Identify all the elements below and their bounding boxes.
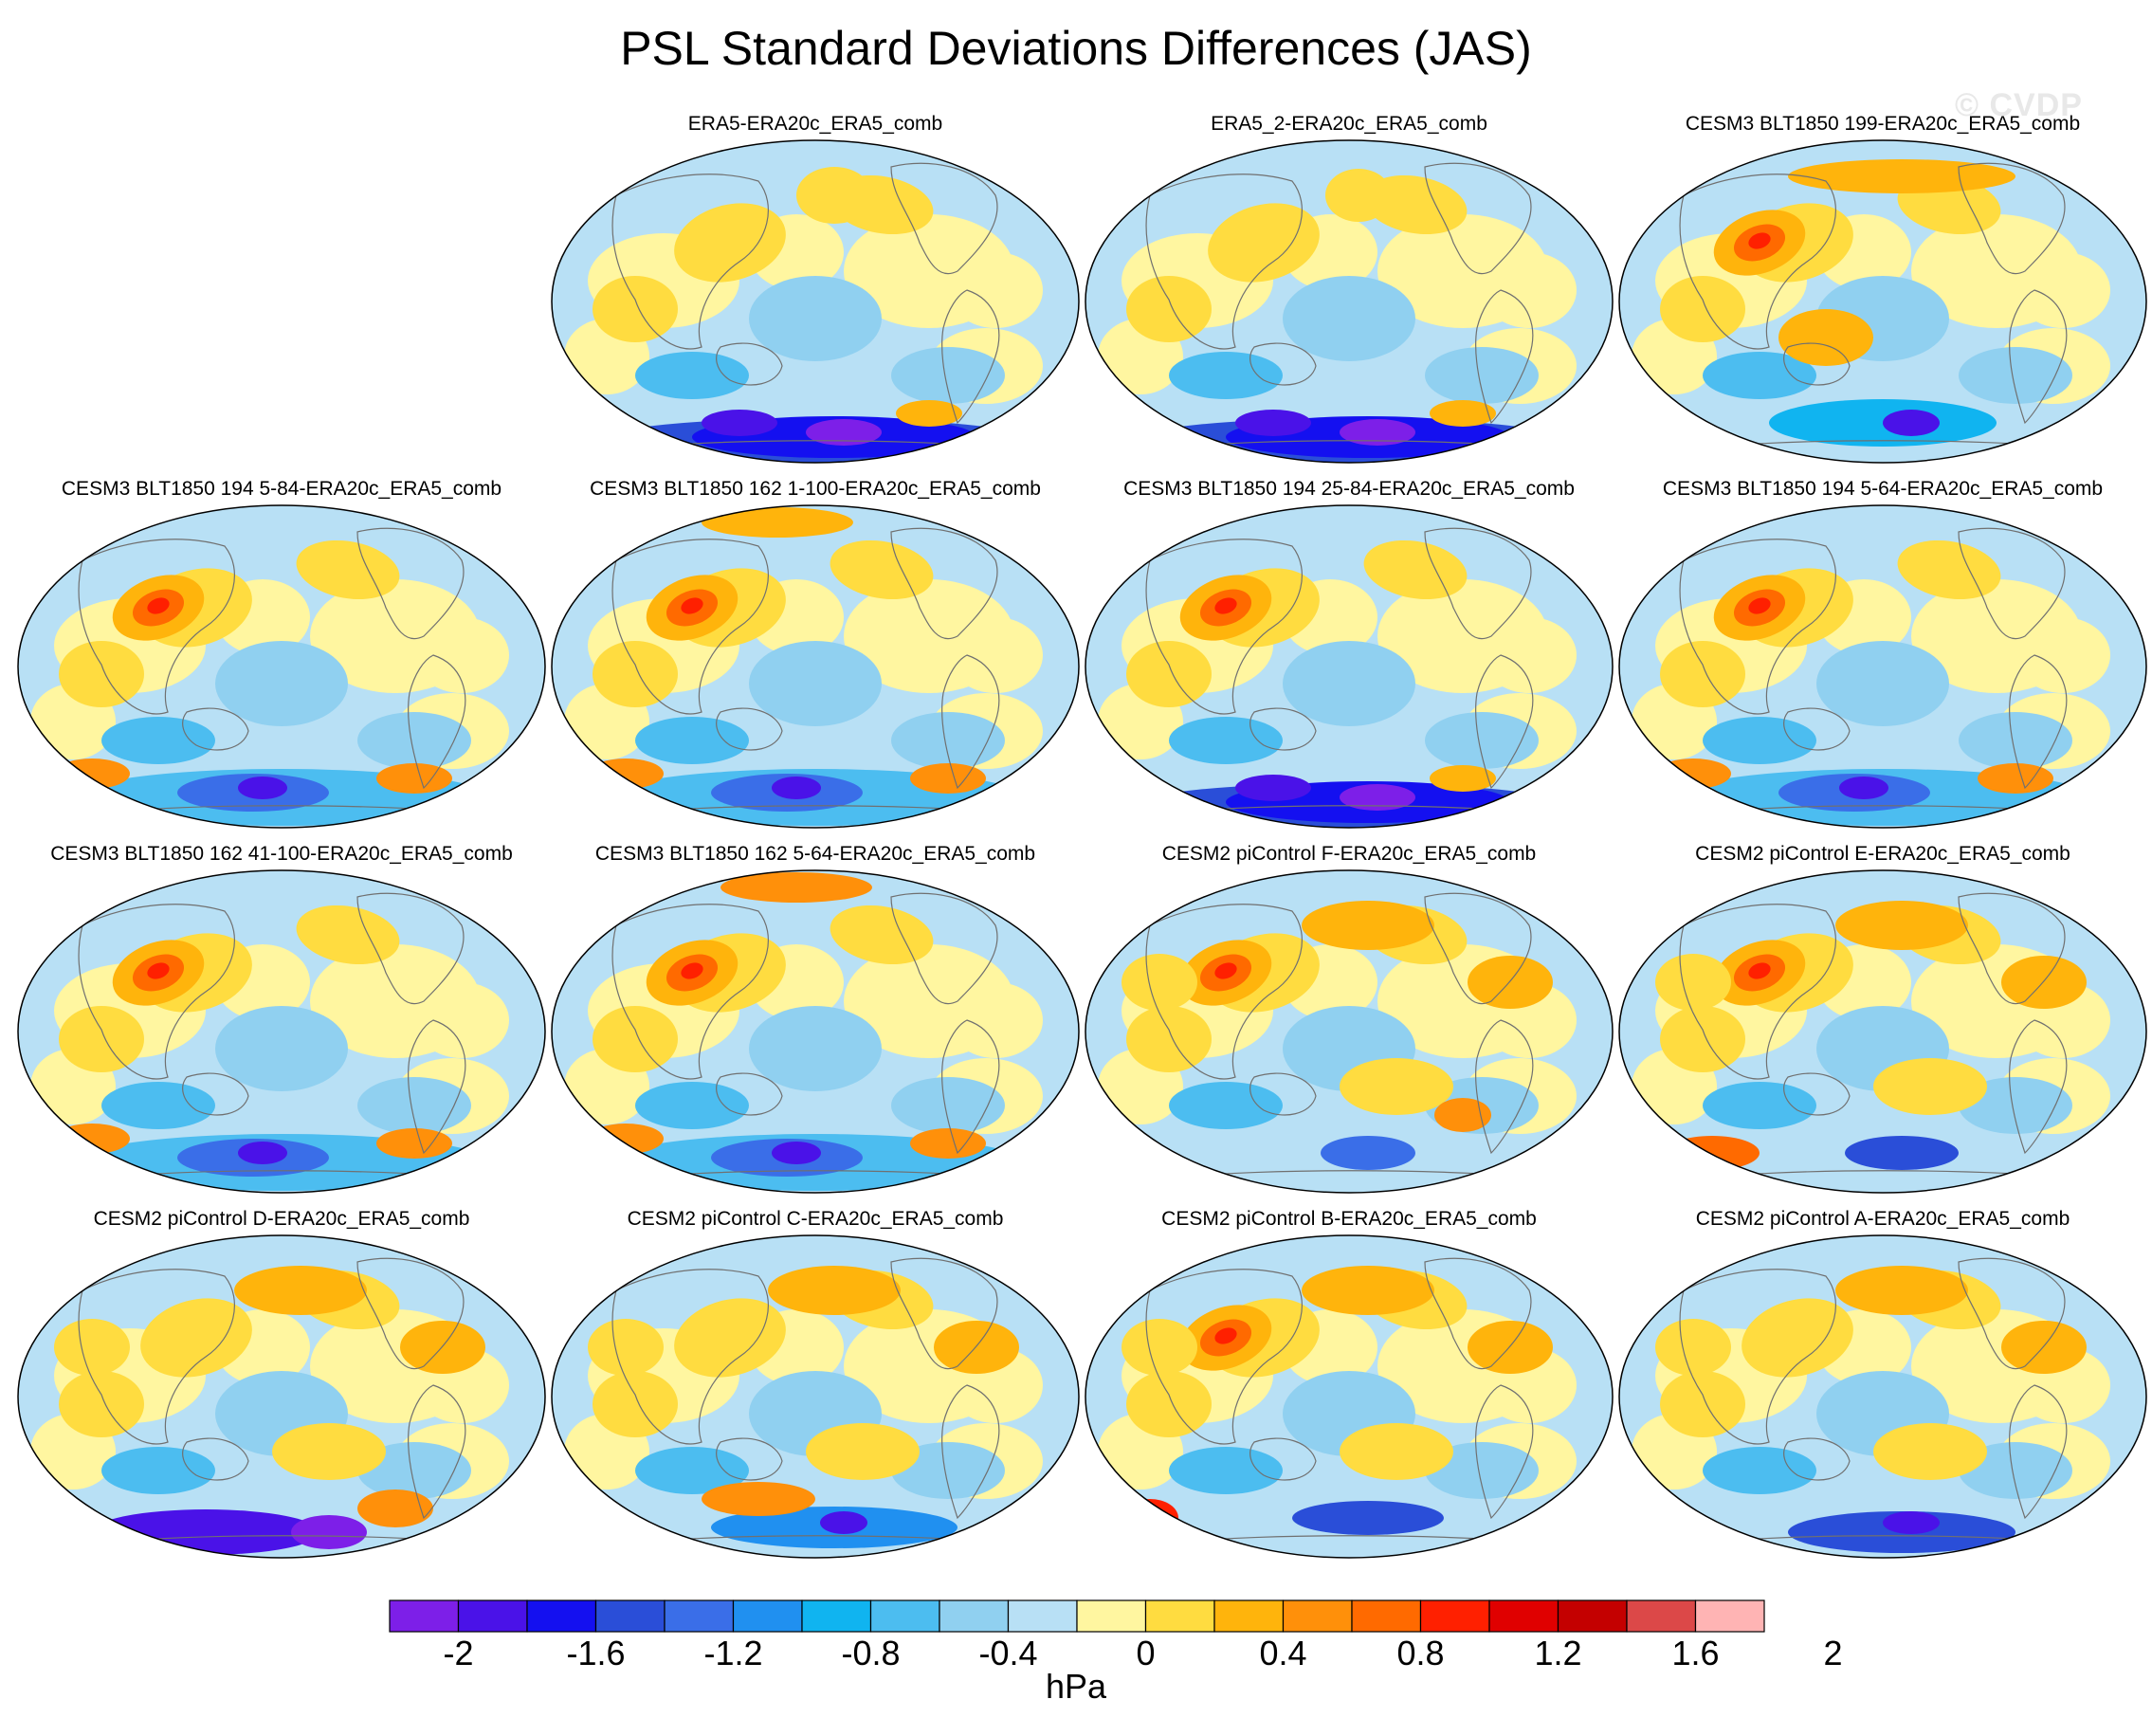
map-panel: CESM2 piControl B-ERA20c_ERA5_comb	[1084, 1207, 1614, 1559]
panel-title: CESM3 BLT1850 194 5-64-ERA20c_ERA5_comb	[1662, 478, 2104, 500]
panel-title: CESM3 BLT1850 194 5-84-ERA20c_ERA5_comb	[61, 478, 502, 500]
panel-title: CESM3 BLT1850 162 41-100-ERA20c_ERA5_com…	[50, 843, 513, 865]
colorbar-box	[732, 1599, 803, 1633]
colorbar-tick-label: 2	[1823, 1634, 1843, 1672]
colorbar-box	[1144, 1599, 1215, 1633]
map-panel: CESM3 BLT1850 162 41-100-ERA20c_ERA5_com…	[16, 842, 547, 1194]
panel-title: ERA5_2-ERA20c_ERA5_comb	[1211, 113, 1487, 135]
colorbar-box	[1351, 1599, 1422, 1633]
map-panel: CESM3 BLT1850 194 5-84-ERA20c_ERA5_comb	[16, 477, 547, 829]
world-map	[1085, 139, 1614, 464]
colorbar-tick-label: 0	[1136, 1634, 1156, 1672]
colorbar-box	[664, 1599, 735, 1633]
colorbar-tick-label: -1.6	[566, 1634, 626, 1672]
world-map	[1618, 869, 2147, 1194]
panel-title: CESM2 piControl D-ERA20c_ERA5_comb	[93, 1208, 470, 1230]
world-map	[551, 139, 1080, 464]
world-map	[1618, 1234, 2147, 1559]
panel-title: CESM2 piControl C-ERA20c_ERA5_comb	[627, 1208, 1004, 1230]
colorbar-box	[1626, 1599, 1697, 1633]
panel-title: CESM2 piControl E-ERA20c_ERA5_comb	[1695, 843, 2070, 865]
world-map	[551, 869, 1080, 1194]
panel-title: CESM2 piControl A-ERA20c_ERA5_comb	[1695, 1208, 2070, 1230]
map-panel: CESM3 BLT1850 199-ERA20c_ERA5_comb	[1617, 112, 2148, 464]
map-panel: CESM2 piControl D-ERA20c_ERA5_comb	[16, 1207, 547, 1559]
panel-title: CESM3 BLT1850 199-ERA20c_ERA5_comb	[1685, 113, 2081, 135]
map-panel: ERA5-ERA20c_ERA5_comb	[550, 112, 1081, 464]
panel-title: ERA5-ERA20c_ERA5_comb	[687, 113, 943, 135]
colorbar-tick-label: 1.6	[1671, 1634, 1720, 1672]
colorbar-tick-label: -0.4	[978, 1634, 1038, 1672]
colorbar-box	[1419, 1599, 1490, 1633]
panel-title: CESM3 BLT1850 162 5-64-ERA20c_ERA5_comb	[594, 843, 1036, 865]
world-map	[551, 1234, 1080, 1559]
colorbar-box	[389, 1599, 460, 1633]
colorbar-box	[526, 1599, 597, 1633]
map-panel: CESM3 BLT1850 162 5-64-ERA20c_ERA5_comb	[550, 842, 1081, 1194]
colorbar-box	[1076, 1599, 1147, 1633]
world-map	[17, 1234, 546, 1559]
world-map	[1618, 504, 2147, 829]
map-panel: CESM3 BLT1850 194 5-64-ERA20c_ERA5_comb	[1617, 477, 2148, 829]
colorbar-box	[1694, 1599, 1765, 1633]
colorbar-box	[939, 1599, 1010, 1633]
world-map	[17, 504, 546, 829]
colorbar-box	[1213, 1599, 1285, 1633]
figure-title: PSL Standard Deviations Differences (JAS…	[620, 22, 1532, 75]
colorbar-box	[869, 1599, 940, 1633]
map-panel: CESM3 BLT1850 162 1-100-ERA20c_ERA5_comb	[550, 477, 1081, 829]
colorbar-tick-label: 0.8	[1396, 1634, 1445, 1672]
world-map	[1085, 504, 1614, 829]
world-map	[17, 869, 546, 1194]
panel-title: CESM2 piControl B-ERA20c_ERA5_comb	[1161, 1208, 1537, 1230]
world-map	[1085, 869, 1614, 1194]
world-map	[551, 504, 1080, 829]
panel-title: CESM2 piControl F-ERA20c_ERA5_comb	[1161, 843, 1537, 865]
colorbar-box	[594, 1599, 666, 1633]
colorbar-tick-label: -1.2	[703, 1634, 763, 1672]
colorbar-box	[801, 1599, 872, 1633]
world-map	[1085, 1234, 1614, 1559]
colorbar-tick-label: -0.8	[841, 1634, 901, 1672]
colorbar-tick-label: 1.2	[1534, 1634, 1582, 1672]
colorbar-box	[1007, 1599, 1078, 1633]
colorbar-tick-label: 0.4	[1259, 1634, 1307, 1672]
panel-title: CESM3 BLT1850 194 25-84-ERA20c_ERA5_comb	[1123, 478, 1575, 500]
colorbar-box	[1488, 1599, 1559, 1633]
colorbar-box	[457, 1599, 528, 1633]
cvdp-watermark: © CVDP	[1955, 87, 2083, 123]
map-panel: CESM2 piControl F-ERA20c_ERA5_comb	[1084, 842, 1614, 1194]
colorbar-tick-label: -2	[443, 1634, 474, 1672]
colorbar-box	[1282, 1599, 1353, 1633]
map-panel: CESM3 BLT1850 194 25-84-ERA20c_ERA5_comb	[1084, 477, 1614, 829]
panel-title: CESM3 BLT1850 162 1-100-ERA20c_ERA5_comb	[590, 478, 1041, 500]
map-panel: ERA5_2-ERA20c_ERA5_comb	[1084, 112, 1614, 464]
colorbar-box	[1557, 1599, 1628, 1633]
map-panel: CESM2 piControl E-ERA20c_ERA5_comb	[1617, 842, 2148, 1194]
map-panel: CESM2 piControl A-ERA20c_ERA5_comb	[1617, 1207, 2148, 1559]
colorbar-units-label: hPa	[1045, 1667, 1107, 1706]
map-panel: CESM2 piControl C-ERA20c_ERA5_comb	[550, 1207, 1081, 1559]
world-map	[1618, 139, 2147, 464]
